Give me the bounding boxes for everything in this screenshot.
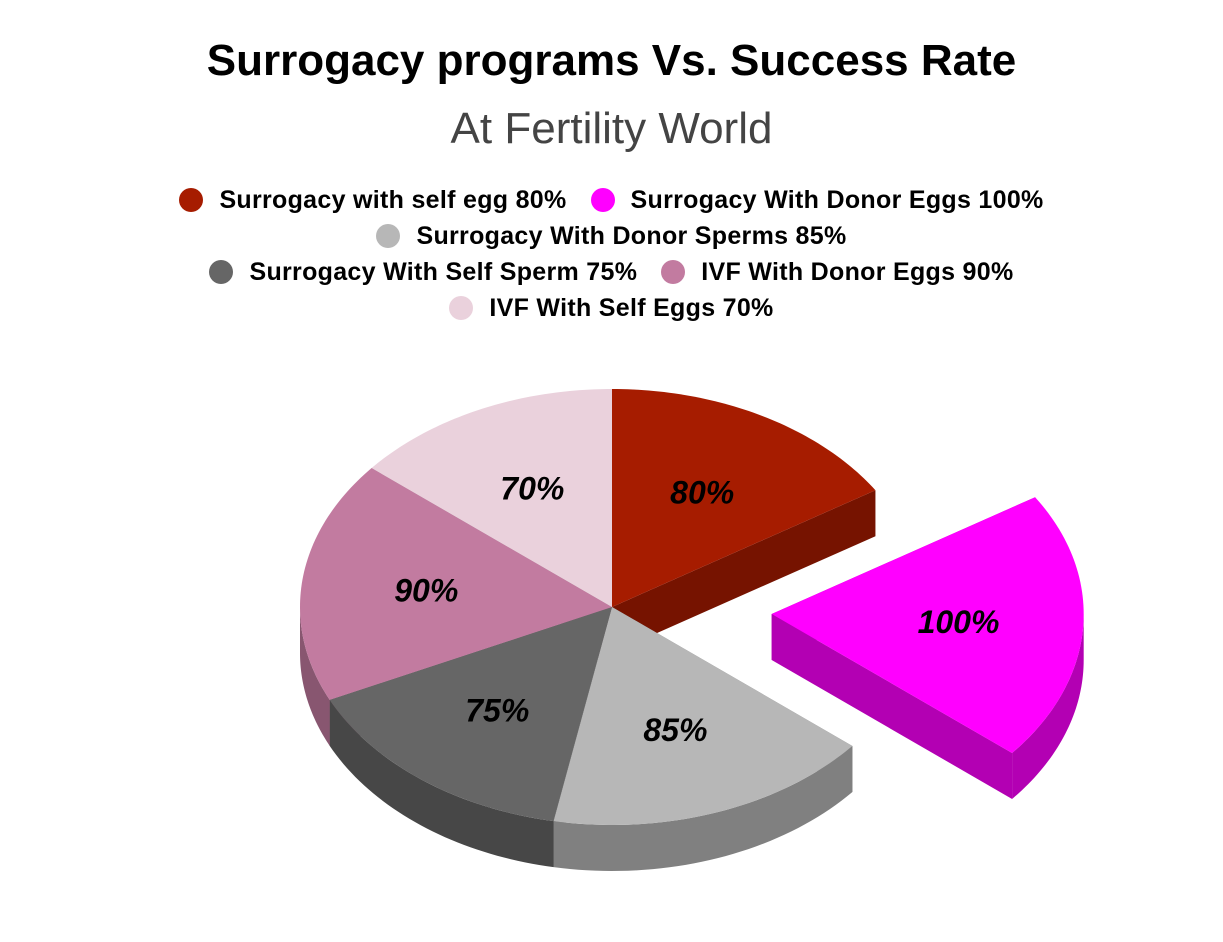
legend-row: Surrogacy with self egg 80% Surrogacy Wi… [0,182,1223,218]
legend-item[interactable]: IVF With Self Eggs 70% [449,294,773,323]
legend-swatch [376,224,401,248]
pie-slice[interactable] [329,607,612,822]
pie-slice[interactable] [553,607,853,825]
legend-label: Surrogacy With Donor Sperms 85% [416,221,847,250]
legend-item[interactable]: Surrogacy With Donor Sperms 85% [376,222,846,251]
legend-swatch [590,188,615,212]
legend-label: IVF With Self Eggs 70% [489,293,774,322]
legend-item[interactable]: IVF With Donor Eggs 90% [661,258,1013,287]
legend-swatch [449,296,474,320]
pie-slice[interactable] [612,389,876,607]
legend-row: Surrogacy With Self Sperm 75% IVF With D… [0,254,1223,290]
legend: Surrogacy with self egg 80% Surrogacy Wi… [0,182,1223,326]
chart-title: Surrogacy programs Vs. Success Rate [206,36,1017,85]
legend-item[interactable]: Surrogacy With Donor Eggs 100% [590,185,1044,215]
slice-data-label: 80% [670,474,734,510]
legend-row: Surrogacy With Donor Sperms 85% [0,218,1223,254]
pie-label-layer: 80% 100% 85% 75% 90% 70% [394,471,999,748]
slice-data-label: 70% [500,471,564,507]
legend-label: IVF With Donor Eggs 90% [701,257,1014,286]
chart-subtitle: At Fertility World [450,104,773,153]
legend-item[interactable]: Surrogacy With Self Sperm 75% [209,258,637,287]
pie-top-layer [300,389,1084,825]
pie-slice-side [1012,614,1084,799]
slice-data-label: 75% [465,692,529,728]
slice-data-label: 85% [643,712,707,748]
legend-row: IVF With Self Eggs 70% [0,290,1223,326]
legend-swatch [179,188,204,212]
slice-data-label: 100% [918,604,1000,640]
pie-slice[interactable] [371,389,612,607]
legend-label: Surrogacy with self egg 80% [219,185,567,214]
legend-swatch [209,260,234,284]
pie-slice-side [553,745,853,871]
legend-label: Surrogacy With Self Sperm 75% [249,257,638,286]
pie-slice-wall [612,490,876,653]
pie-slice-wall [771,614,1013,799]
pie-slice[interactable] [300,468,612,700]
pie-slice-side [329,699,554,868]
pie-slice[interactable] [771,497,1084,753]
legend-swatch [661,260,686,284]
slice-data-label: 90% [394,573,458,609]
legend-item[interactable]: Surrogacy with self egg 80% [179,186,566,215]
pie-slice-side [300,607,330,746]
legend-label: Surrogacy With Donor Eggs 100% [630,185,1044,214]
